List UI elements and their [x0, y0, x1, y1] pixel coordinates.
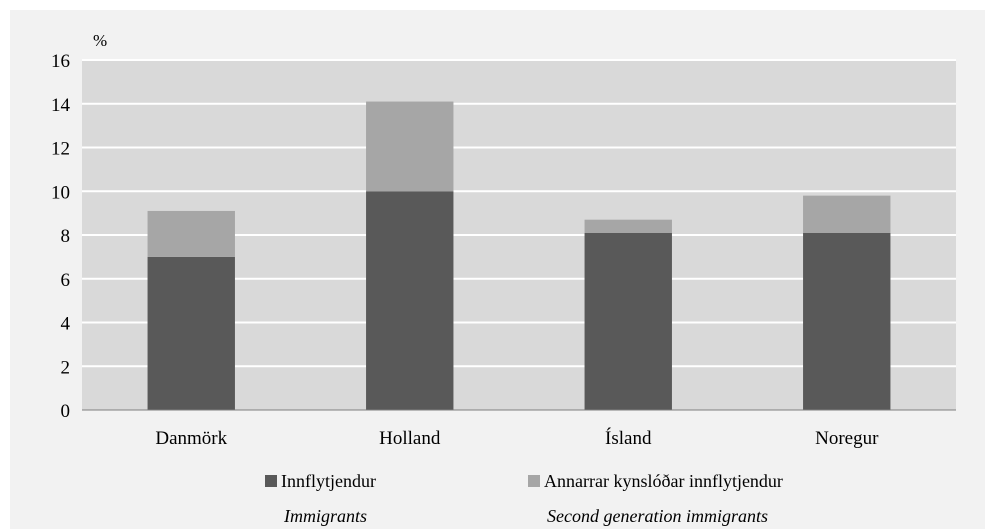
bar-immigrants-3: [803, 232, 891, 410]
legend-swatch-second-generation: [528, 475, 540, 487]
y-tick-label: 16: [51, 51, 70, 72]
legend-sublabel-immigrants: Immigrants: [283, 506, 367, 526]
bar-second-generation-0: [147, 210, 235, 257]
x-category-label: Holland: [379, 428, 441, 449]
y-tick-label: 10: [51, 182, 70, 203]
legend-label-second-generation: Annarrar kynslóðar innflytjendur: [544, 471, 783, 491]
bar-second-generation-3: [803, 195, 891, 233]
y-tick-label: 14: [51, 95, 71, 116]
y-tick-label: 4: [61, 314, 71, 335]
chart-frame: 0 2 4 6 8 10 12 14 16 Danmörk Holland Ísland Noregu…: [10, 10, 985, 529]
y-tick-label: 2: [61, 357, 71, 378]
y-tick-label: 0: [61, 401, 71, 422]
legend-label-immigrants: Innflytjendur: [281, 471, 376, 491]
bar-immigrants-2: [584, 232, 672, 410]
legend-sublabel-second-generation: Second generation immigrants: [547, 506, 768, 526]
y-tick-label: 8: [61, 226, 71, 247]
legend: Innflytjendur Immigrants Annarrar kynsló…: [265, 471, 783, 526]
bar-second-generation-1: [366, 101, 454, 192]
y-tick-labels: 0 2 4 6 8 10 12 14 16: [51, 51, 71, 422]
x-category-labels: Danmörk Holland Ísland Noregur: [155, 427, 879, 449]
bar-second-generation-2: [584, 219, 672, 233]
y-tick-label: 12: [51, 139, 70, 160]
y-tick-label: 6: [61, 270, 71, 291]
x-category-label: Danmörk: [155, 428, 227, 449]
x-category-label: Noregur: [815, 428, 879, 449]
legend-swatch-immigrants: [265, 475, 277, 487]
bar-immigrants-1: [366, 191, 454, 410]
y-unit-label: %: [93, 31, 107, 50]
stacked-bar-chart: 0 2 4 6 8 10 12 14 16 Danmörk Holland Ísland Noregu…: [51, 31, 956, 526]
bar-immigrants-0: [147, 256, 235, 410]
x-category-label: Ísland: [605, 427, 652, 449]
bars: [147, 101, 891, 410]
